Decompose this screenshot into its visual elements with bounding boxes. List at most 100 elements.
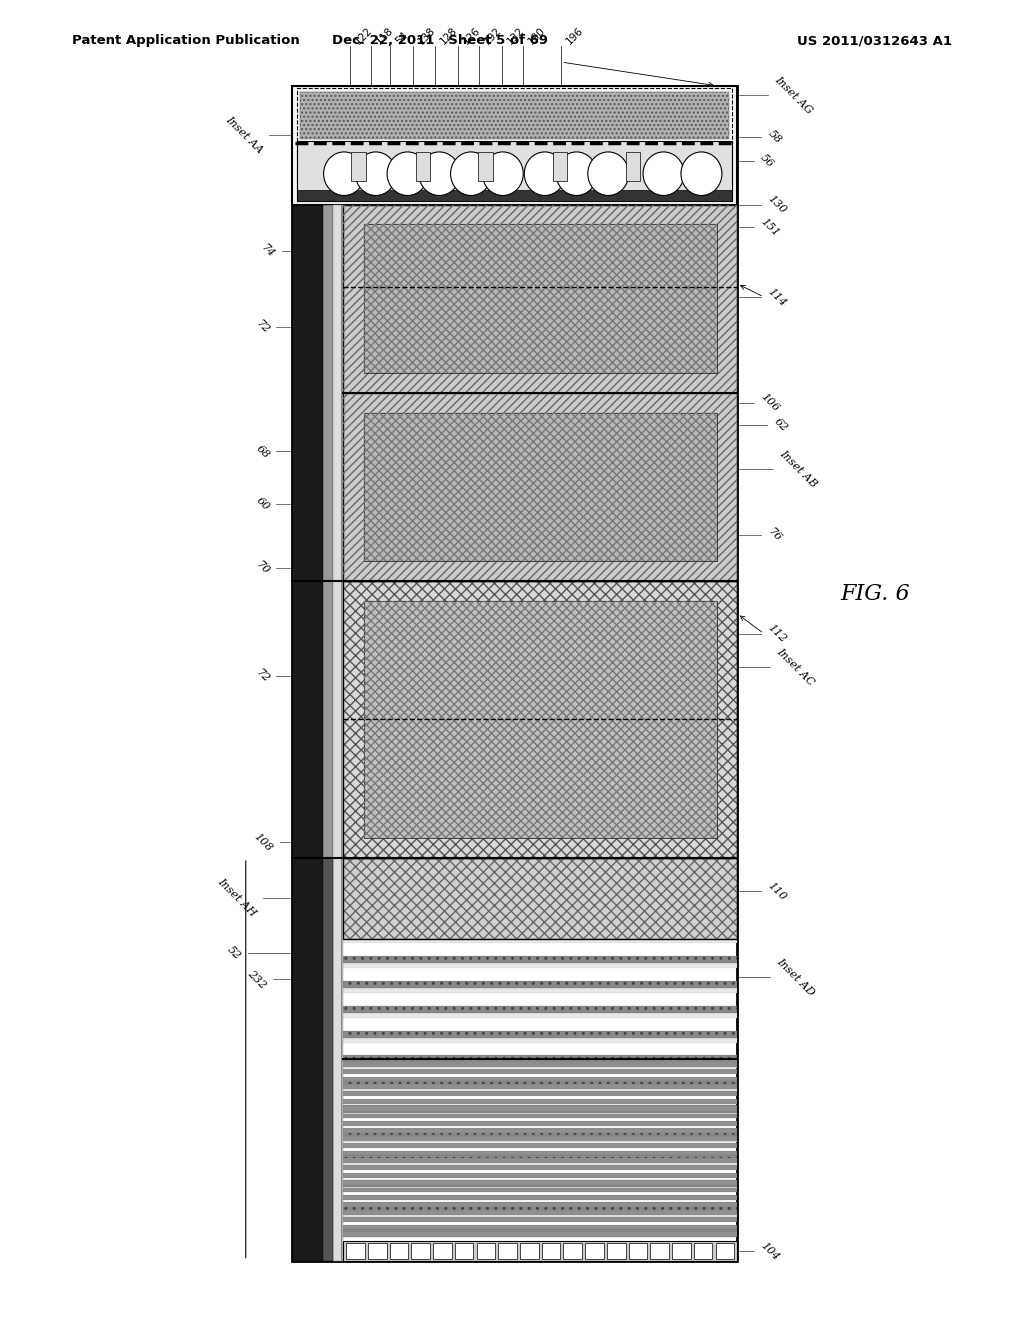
Text: 56: 56 [759, 153, 776, 169]
Ellipse shape [482, 152, 523, 195]
Text: 128: 128 [438, 25, 460, 46]
Bar [292, 86, 737, 1261]
Bar [343, 205, 737, 581]
Bar [585, 1243, 604, 1259]
Bar [672, 1243, 691, 1259]
Bar [343, 858, 737, 939]
Bar [343, 1180, 737, 1187]
Bar [343, 393, 737, 581]
Bar [343, 393, 737, 581]
Ellipse shape [556, 152, 597, 195]
Bar [292, 858, 323, 1261]
Bar [343, 1187, 737, 1192]
Ellipse shape [588, 152, 629, 195]
Bar [343, 1098, 737, 1104]
Bar [364, 601, 717, 838]
Bar [412, 1243, 430, 1259]
Bar [343, 1031, 737, 1038]
Bar [343, 1212, 737, 1217]
Bar [343, 1241, 737, 1261]
Bar [716, 1243, 734, 1259]
Bar [292, 205, 323, 1261]
Text: 72: 72 [254, 668, 271, 684]
Text: Inset AH: Inset AH [216, 876, 258, 919]
Ellipse shape [643, 152, 684, 195]
Bar [343, 964, 737, 969]
Bar [343, 1061, 737, 1067]
Bar [343, 1173, 737, 1177]
Bar [343, 981, 737, 989]
Text: 74: 74 [259, 243, 276, 259]
Bar [416, 152, 430, 181]
Text: 196: 196 [564, 25, 586, 46]
Bar [343, 581, 737, 858]
Text: 54: 54 [393, 30, 410, 46]
Bar [343, 1166, 737, 1171]
Bar [520, 1243, 539, 1259]
Bar [343, 1137, 737, 1140]
Bar [343, 1188, 737, 1192]
Bar [343, 989, 737, 993]
Text: Dec. 22, 2011   Sheet 5 of 69: Dec. 22, 2011 Sheet 5 of 69 [333, 34, 548, 48]
Text: 76: 76 [766, 527, 783, 543]
Bar [364, 224, 717, 372]
Bar [694, 1243, 713, 1259]
Ellipse shape [324, 152, 365, 195]
Bar [343, 205, 737, 393]
Bar [343, 1069, 737, 1074]
Bar [343, 581, 737, 858]
Bar [343, 1114, 737, 1118]
Bar [323, 858, 333, 1261]
Bar [626, 152, 640, 181]
Text: 62: 62 [772, 417, 790, 433]
Text: 104: 104 [759, 1241, 781, 1262]
Ellipse shape [419, 152, 460, 195]
Bar [297, 141, 732, 201]
Text: Inset AC: Inset AC [775, 645, 816, 688]
Ellipse shape [681, 152, 722, 195]
Text: Inset AD: Inset AD [775, 956, 817, 998]
Text: 72: 72 [254, 319, 271, 335]
Text: 108: 108 [252, 832, 274, 853]
Bar [343, 1162, 737, 1167]
Bar [351, 152, 366, 181]
Bar [343, 205, 737, 393]
Bar [343, 1056, 737, 1063]
Bar [297, 190, 732, 201]
Bar [607, 1243, 626, 1259]
Text: 130: 130 [766, 194, 788, 215]
Bar [542, 1243, 560, 1259]
Text: 52: 52 [225, 945, 243, 961]
Bar [343, 1229, 737, 1237]
Text: Inset AA: Inset AA [223, 114, 264, 156]
Bar [364, 412, 717, 561]
Bar [364, 601, 717, 838]
Bar [455, 1243, 473, 1259]
Bar [346, 1243, 365, 1259]
Text: 126: 126 [461, 25, 482, 46]
Text: 192: 192 [482, 25, 504, 46]
Bar [343, 956, 737, 964]
Bar [433, 1243, 452, 1259]
Text: 118: 118 [374, 25, 395, 46]
Bar [343, 1014, 737, 1018]
Bar [478, 152, 493, 181]
Bar [563, 1243, 582, 1259]
Text: 151: 151 [759, 216, 781, 238]
Bar [343, 1158, 737, 1163]
Bar [553, 152, 567, 181]
Text: 68: 68 [254, 444, 271, 459]
Text: Patent Application Publication: Patent Application Publication [72, 34, 299, 48]
Bar [499, 1243, 517, 1259]
Text: 70: 70 [254, 560, 271, 576]
Bar [343, 1113, 737, 1118]
Bar [300, 92, 729, 140]
Bar [343, 1205, 737, 1212]
Bar [389, 1243, 409, 1259]
Bar [292, 86, 737, 205]
Text: 106: 106 [759, 392, 781, 413]
Bar [368, 1243, 386, 1259]
Bar [343, 1092, 737, 1097]
Text: 60: 60 [254, 496, 271, 512]
Bar [343, 1038, 737, 1043]
